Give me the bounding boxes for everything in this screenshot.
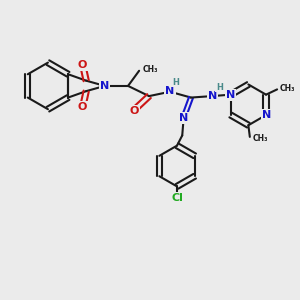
Text: Cl: Cl [171, 193, 183, 203]
Text: H: H [172, 78, 179, 87]
Text: O: O [130, 106, 139, 116]
Text: N: N [262, 110, 271, 120]
Text: N: N [226, 90, 235, 100]
Text: H: H [216, 83, 223, 92]
Text: O: O [78, 60, 87, 70]
Text: O: O [78, 102, 87, 112]
Text: N: N [165, 86, 175, 96]
Text: CH₃: CH₃ [142, 65, 158, 74]
Text: N: N [208, 91, 217, 100]
Text: CH₃: CH₃ [279, 84, 295, 93]
Text: N: N [179, 113, 188, 123]
Text: CH₃: CH₃ [252, 134, 268, 143]
Text: N: N [100, 81, 110, 91]
